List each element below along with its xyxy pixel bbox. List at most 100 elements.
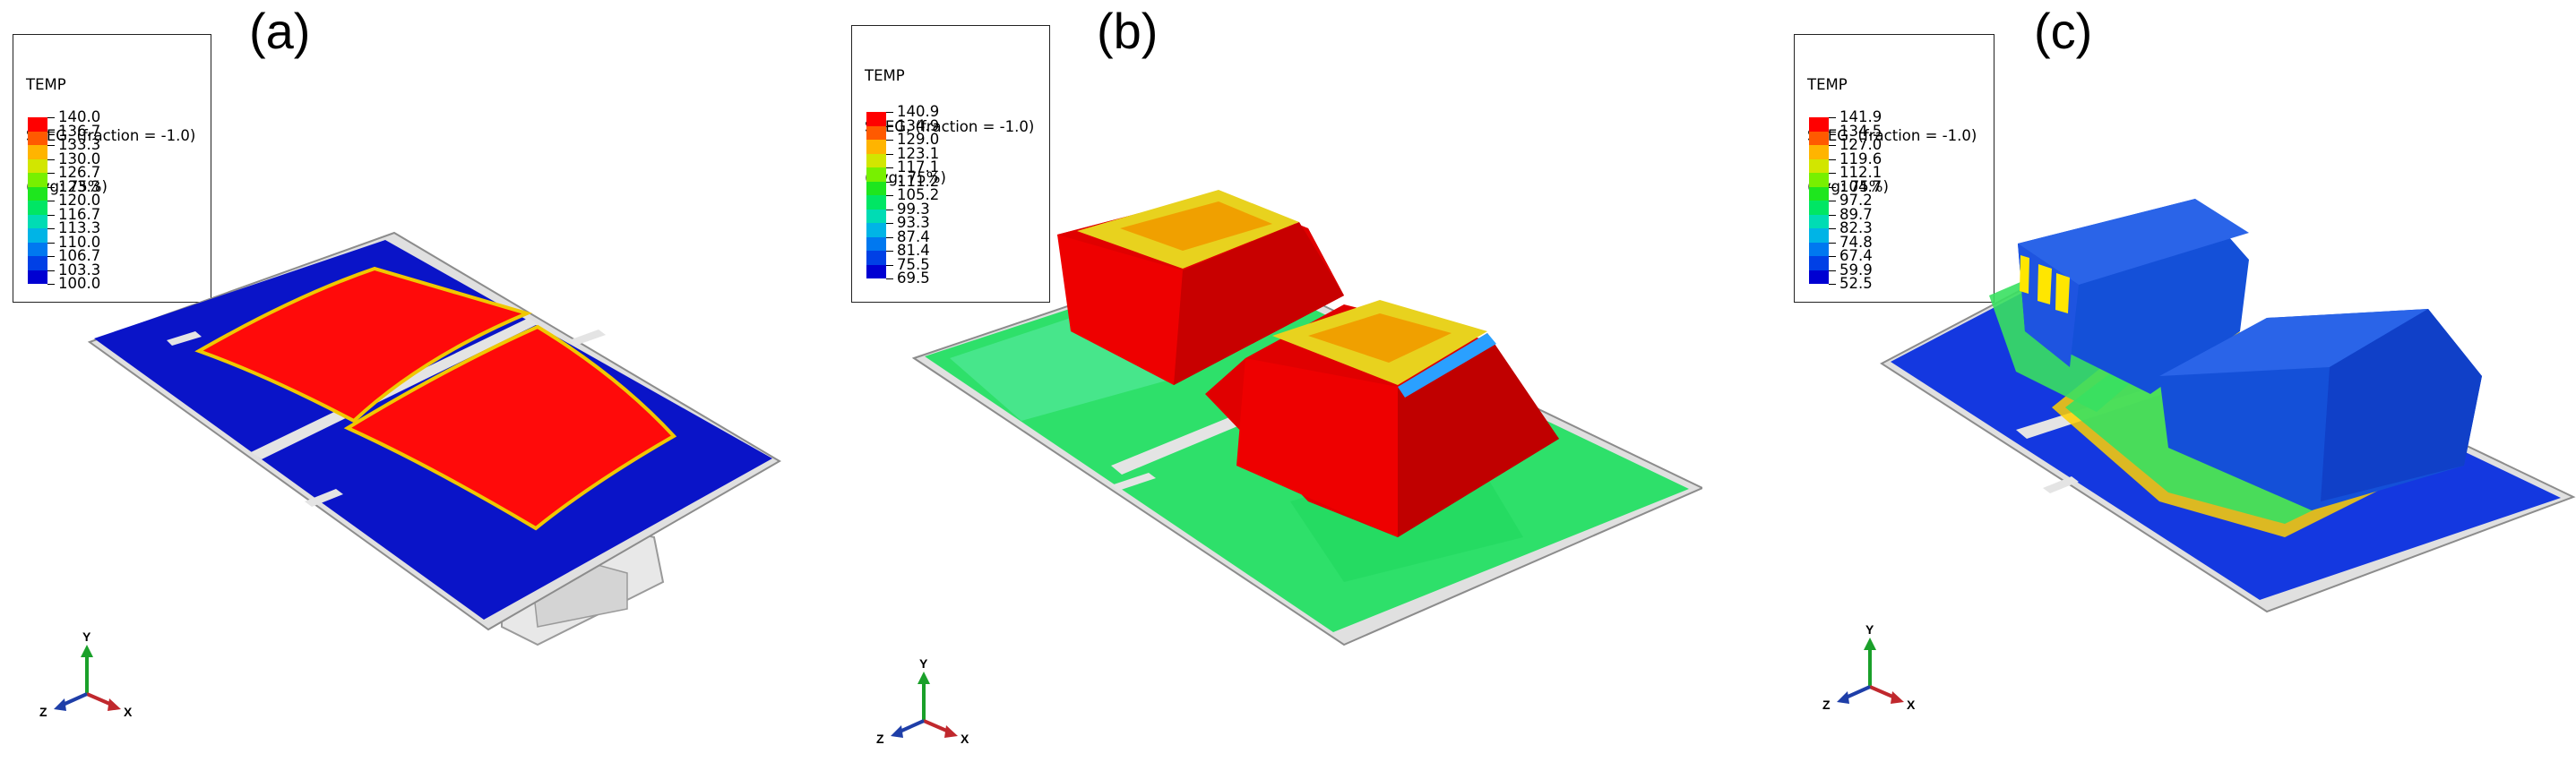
legend-value: 130.0: [58, 150, 101, 167]
legend-color-band: [866, 209, 886, 223]
legend-color-band: [1809, 186, 1829, 201]
legend-color-band: [866, 112, 886, 126]
legend-value: 116.7: [58, 205, 101, 223]
panel-c: (c) TEMP SNEG, (fraction = -1.0) (Avg: 7…: [1783, 0, 2576, 762]
legend-color-band: [1809, 117, 1829, 132]
y-axis-label: Y: [919, 656, 928, 671]
legend-tick: [47, 158, 55, 160]
legend-tick: [1829, 270, 1836, 271]
legend-color-band: [28, 270, 47, 284]
legend-color-band: [1809, 201, 1829, 215]
legend-tick: [47, 284, 55, 285]
legend-color-band: [28, 158, 47, 173]
legend-value: 111.2: [897, 172, 940, 190]
legend-tick: [886, 278, 893, 279]
legend-tick: [1829, 228, 1836, 229]
z-axis-label: Z: [1822, 698, 1831, 712]
legend-value: 75.5: [897, 255, 930, 273]
legend-tick: [1829, 242, 1836, 244]
x-axis-label: X: [124, 705, 133, 719]
legend-value: 117.1: [897, 158, 940, 176]
legend-tick: [1829, 158, 1836, 160]
legend-value: 87.4: [897, 227, 930, 245]
legend-value: 140.0: [58, 108, 101, 125]
legend-tick: [1829, 214, 1836, 216]
fe-model-flat: [87, 231, 781, 646]
legend-tick: [1829, 145, 1836, 146]
legend-color-band: [866, 125, 886, 140]
legend-value: 81.4: [897, 242, 930, 259]
color-legend: TEMP SNEG, (fraction = -1.0) (Avg: 75%) …: [851, 25, 1050, 303]
panel-b: (b) TEMP SNEG, (fraction = -1.0) (Avg: 7…: [842, 0, 1702, 762]
legend-tick: [886, 236, 893, 238]
legend-tick: [47, 228, 55, 229]
z-axis-label: Z: [876, 732, 884, 746]
legend-value: 106.7: [58, 247, 101, 264]
legend-color-band: [1809, 242, 1829, 256]
legend-tick: [1829, 173, 1836, 174]
legend-color-band: [28, 186, 47, 201]
fe-model-packaged: [1880, 199, 2576, 613]
legend-color-band: [866, 167, 886, 182]
legend-color-band: [28, 242, 47, 256]
legend-value: 127.0: [1839, 136, 1882, 153]
legend-tick: [47, 186, 55, 188]
legend-color-band: [1809, 256, 1829, 270]
color-legend: TEMP SNEG, (fraction = -1.0) (Avg: 75%) …: [13, 34, 211, 303]
legend-value: 110.0: [58, 233, 101, 251]
legend-tick: [886, 181, 893, 183]
legend-value: 134.9: [897, 116, 940, 134]
legend-value: 133.3: [58, 136, 101, 153]
legend-color-band: [866, 195, 886, 210]
legend-tick: [886, 251, 893, 252]
legend-tick: [1829, 284, 1836, 285]
legend-value: 97.2: [1839, 192, 1873, 209]
legend-color-band: [28, 117, 47, 132]
legend-tick: [886, 112, 893, 113]
legend-color-band: [28, 228, 47, 243]
legend-value: 67.4: [1839, 247, 1873, 264]
legend-value: 134.5: [1839, 122, 1882, 140]
legend-color-band: [28, 256, 47, 270]
legend-value: 104.7: [1839, 177, 1882, 195]
legend-color-band: [866, 251, 886, 265]
legend-value: 52.5: [1839, 275, 1873, 292]
legend-value: 100.0: [58, 275, 101, 292]
legend-color-band: [28, 214, 47, 228]
legend-tick: [47, 173, 55, 174]
legend-value: 69.5: [897, 270, 930, 287]
legend-value: 103.3: [58, 261, 101, 278]
legend-tick: [1829, 256, 1836, 257]
legend-value: 99.3: [897, 200, 930, 218]
legend-value: 136.7: [58, 122, 101, 140]
x-axis-label: X: [1907, 698, 1916, 712]
legend-color-band: [1809, 228, 1829, 243]
panel-label: (a): [249, 3, 311, 59]
panel-label: (b): [1097, 3, 1159, 59]
legend-color-band: [28, 173, 47, 187]
legend-tick: [886, 195, 893, 196]
legend-value: 119.6: [1839, 150, 1882, 167]
fe-model-raised: [911, 190, 1702, 646]
z-axis-label: Z: [39, 705, 47, 719]
legend-tick: [1829, 131, 1836, 133]
legend-value: 123.1: [897, 144, 940, 162]
coordinate-triad: Y X Z: [1822, 622, 1916, 712]
color-legend: TEMP SNEG, (fraction = -1.0) (Avg: 75%) …: [1794, 34, 1994, 303]
legend-tick: [47, 256, 55, 257]
y-axis-label: Y: [1865, 622, 1874, 637]
legend-tick: [1829, 117, 1836, 118]
legend-tick: [886, 264, 893, 266]
legend-tick: [47, 131, 55, 133]
legend-color-band: [28, 145, 47, 159]
legend-tick: [47, 145, 55, 146]
coordinate-triad: Y X Z: [39, 629, 133, 719]
y-axis-label: Y: [82, 629, 91, 644]
legend-value: 141.9: [1839, 108, 1882, 125]
legend-tick: [47, 117, 55, 118]
legend-value: 113.3: [58, 219, 101, 236]
legend-color-band: [1809, 270, 1829, 284]
legend-tick: [47, 214, 55, 216]
legend-value: 105.2: [897, 186, 940, 203]
legend-color-band: [1809, 145, 1829, 159]
